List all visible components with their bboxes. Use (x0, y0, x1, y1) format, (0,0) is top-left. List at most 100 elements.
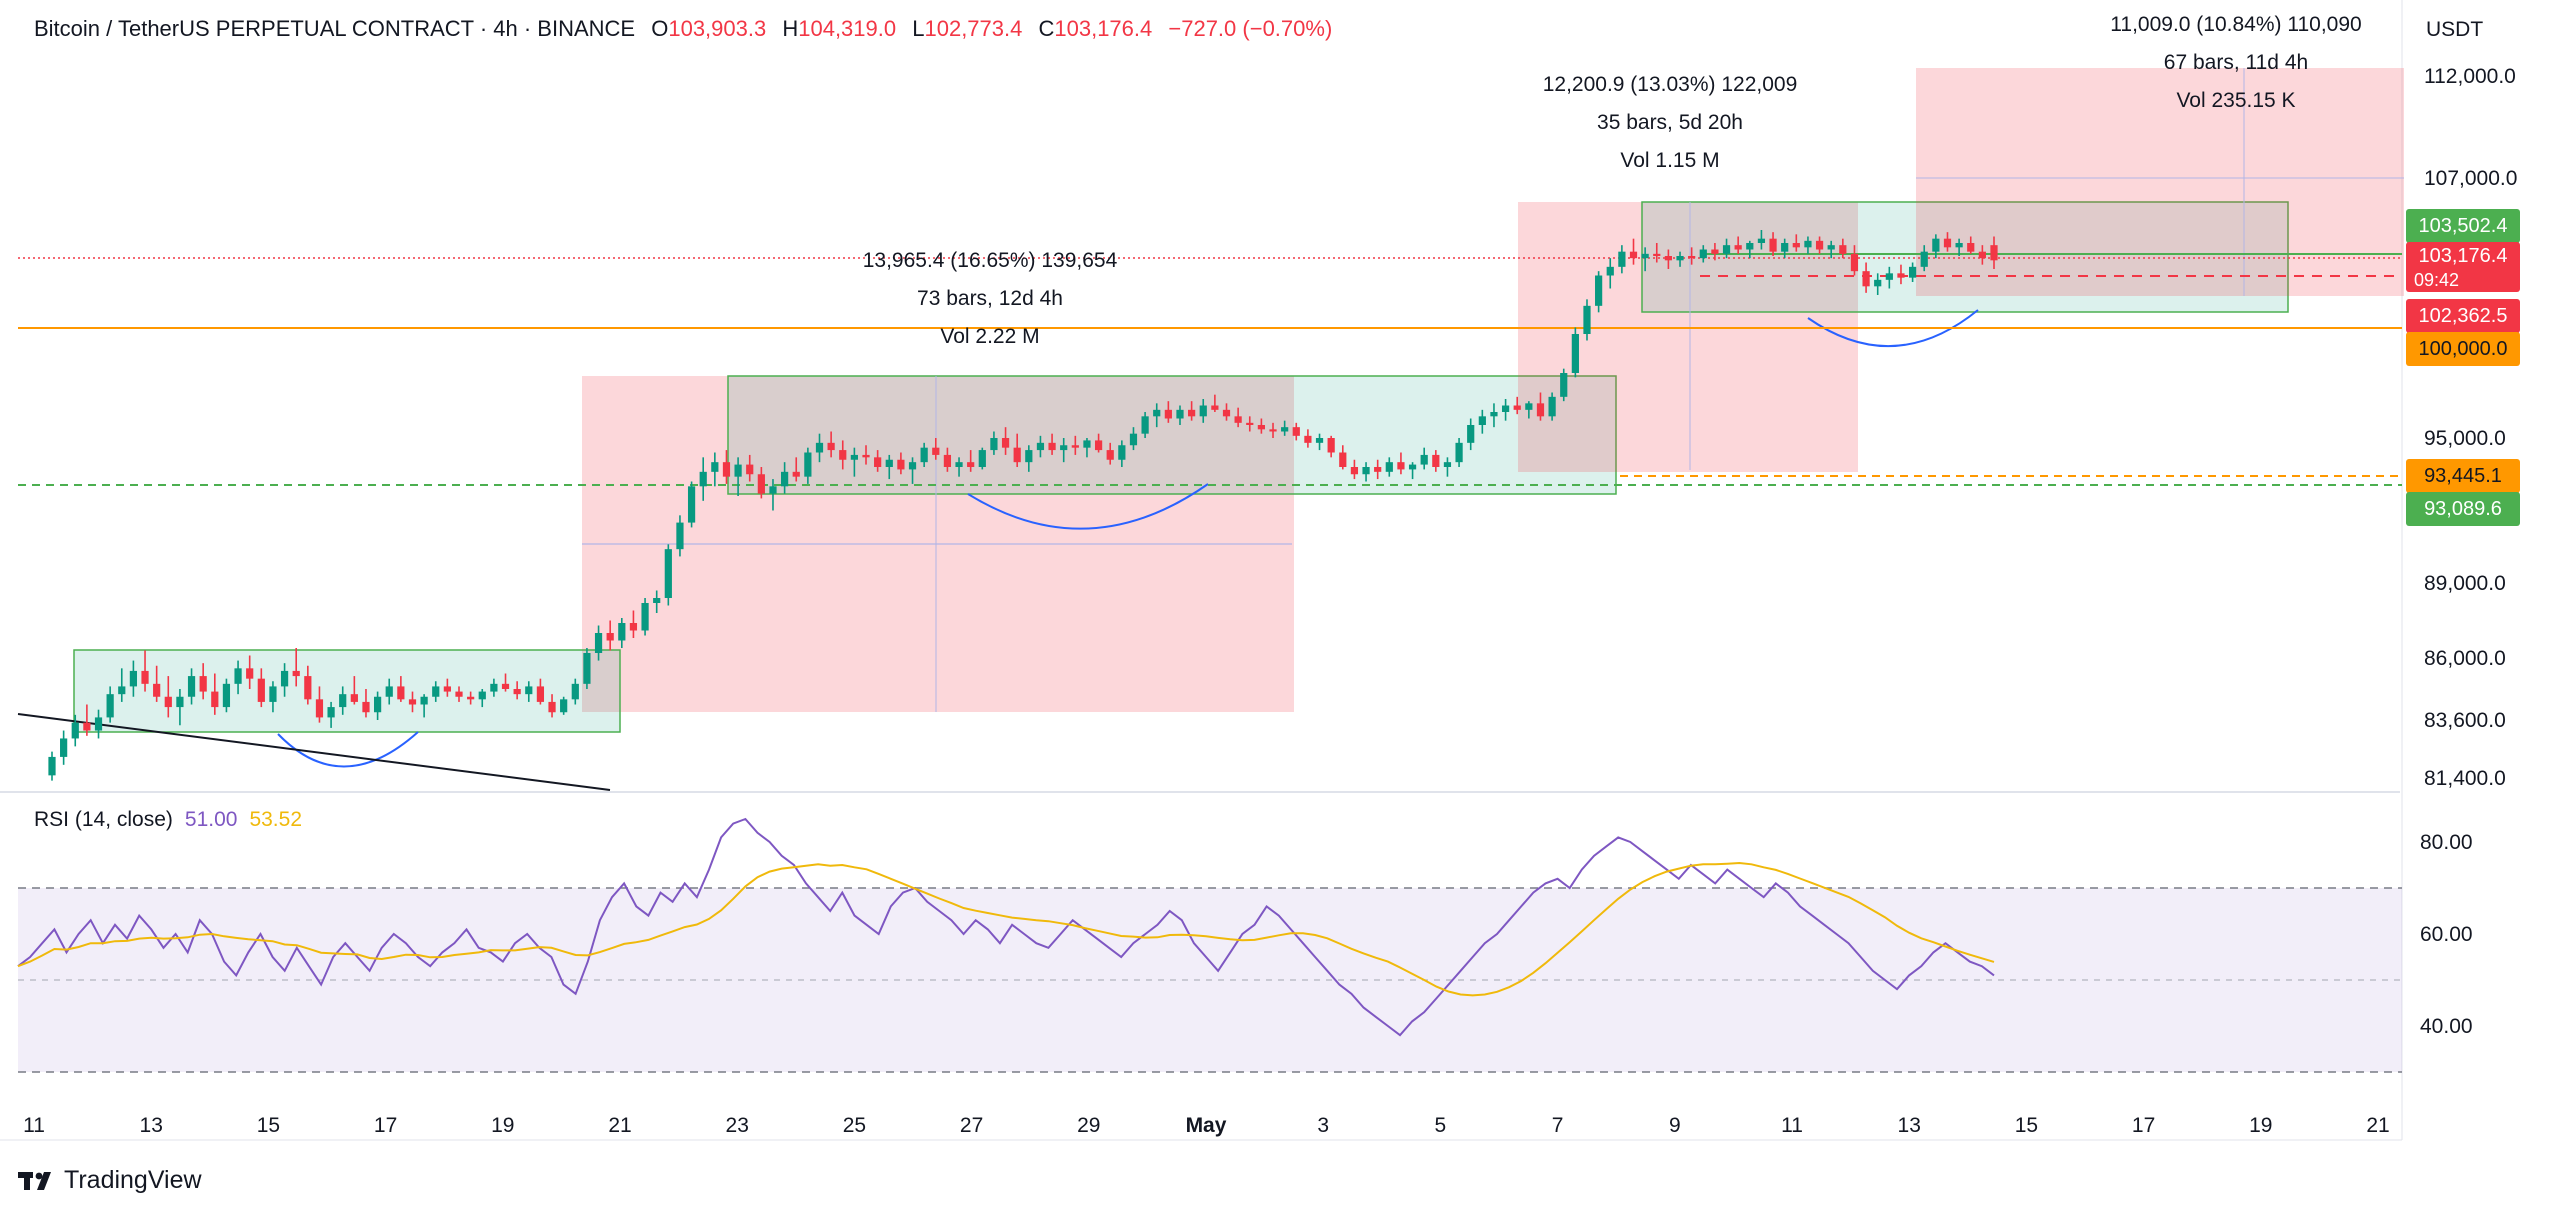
candle-body-112 (1350, 467, 1359, 475)
candle-84 (1025, 445, 1033, 472)
candle-165 (1967, 236, 1975, 254)
low-value: 102,773.4 (924, 16, 1023, 41)
brand-name: TradingView (64, 1166, 202, 1194)
candle-140 (1676, 251, 1684, 267)
candle-body-124 (1490, 412, 1498, 417)
candle-112 (1350, 459, 1359, 480)
candle-156 (1862, 262, 1870, 293)
candle-body-109 (1315, 438, 1324, 443)
candle-body-75 (920, 447, 928, 463)
time-tick-12: 5 (1435, 1114, 1447, 1137)
candle-body-74 (908, 462, 917, 470)
candle-153 (1827, 240, 1835, 259)
candle-body-50 (629, 623, 638, 631)
candle-body-98 (1188, 409, 1196, 417)
time-tick-20: 21 (2366, 1114, 2389, 1137)
candle-body-160 (1908, 266, 1917, 278)
candle-body-114 (1374, 467, 1382, 472)
tradingview-logo[interactable]: TradingView (18, 1166, 202, 1195)
candle-50 (629, 610, 638, 638)
candle-103 (1246, 416, 1254, 432)
candle-158 (1885, 266, 1893, 289)
candle-body-153 (1827, 245, 1835, 250)
price-tick-2: 95,000.0 (2424, 427, 2506, 450)
candle-135 (1618, 245, 1626, 274)
candle-body-54 (676, 522, 684, 550)
candle-body-145 (1734, 245, 1742, 250)
candle-75 (920, 442, 928, 467)
candle-107 (1292, 422, 1300, 441)
candle-160 (1908, 262, 1917, 282)
candle-81 (990, 431, 998, 455)
candle-body-147 (1757, 238, 1766, 243)
price-tag-lower-red: 102,362.5 (2406, 299, 2520, 333)
candle-70 (862, 445, 870, 465)
candle-body-49 (618, 623, 626, 641)
candle-body-70 (862, 454, 870, 458)
rsi-label: RSI (14, close) (34, 808, 173, 831)
candle-95 (1153, 403, 1161, 428)
time-tick-14: 9 (1669, 1114, 1681, 1137)
candle-body-23 (315, 699, 324, 718)
candle-body-34 (443, 686, 451, 692)
candle-17 (246, 655, 254, 689)
candle-body-31 (408, 699, 417, 705)
candle-body-13 (199, 676, 207, 692)
candle-133 (1595, 271, 1603, 313)
low-label: L (912, 16, 925, 41)
candle-body-99 (1199, 405, 1207, 417)
candle-155 (1850, 245, 1859, 276)
candle-82 (1001, 427, 1010, 455)
candle-body-88 (1071, 445, 1079, 448)
candle-body-108 (1304, 435, 1312, 443)
candle-5 (106, 686, 114, 723)
candle-127 (1525, 401, 1533, 419)
candle-4 (94, 709, 103, 739)
candle-7 (129, 660, 138, 697)
candle-body-42 (536, 686, 545, 702)
horizontal-levels (18, 253, 2402, 486)
candle-83 (1013, 433, 1021, 467)
candle-body-66 (815, 442, 824, 453)
candle-body-81 (990, 438, 998, 451)
candle-58 (722, 450, 731, 484)
candle-91 (1106, 442, 1114, 465)
candle-150 (1792, 234, 1800, 252)
candle-151 (1804, 236, 1812, 254)
candle-32 (420, 694, 428, 718)
candle-body-29 (385, 686, 393, 697)
candle-62 (769, 479, 777, 511)
candle-136 (1629, 238, 1638, 265)
rsi-tick-1: 60.00 (2420, 923, 2473, 946)
candle-30 (397, 676, 405, 702)
candle-1 (60, 730, 68, 765)
candle-body-93 (1129, 433, 1138, 446)
time-tick-13: 7 (1552, 1114, 1564, 1137)
candle-body-16 (234, 668, 242, 684)
candle-97 (1176, 405, 1184, 425)
measure-label-3: 11,009.0 (10.84%) 110,090 67 bars, 11d 4… (2046, 6, 2426, 120)
candle-89 (1083, 438, 1091, 458)
candle-72 (885, 454, 893, 480)
candle-body-40 (513, 689, 521, 695)
candle-52 (653, 590, 661, 613)
candle-85 (1036, 435, 1045, 458)
candle-100 (1211, 394, 1219, 412)
time-tick-15: 11 (1781, 1114, 1803, 1137)
candle-body-122 (1467, 425, 1475, 443)
time-tick-18: 17 (2132, 1114, 2155, 1137)
candle-124 (1490, 403, 1498, 428)
candle-body-17 (246, 668, 254, 679)
currency-button[interactable]: USDT (2426, 18, 2484, 41)
candle-body-162 (1932, 238, 1940, 252)
candle-body-85 (1036, 442, 1045, 451)
candle-body-158 (1885, 273, 1893, 280)
time-tick-11: 3 (1317, 1114, 1329, 1137)
candle-body-8 (141, 670, 149, 684)
candle-body-92 (1118, 445, 1126, 460)
candle-body-45 (571, 683, 579, 700)
candle-body-144 (1722, 245, 1731, 254)
bar-countdown: 09:42 (2414, 270, 2460, 290)
candle-39 (501, 673, 510, 692)
